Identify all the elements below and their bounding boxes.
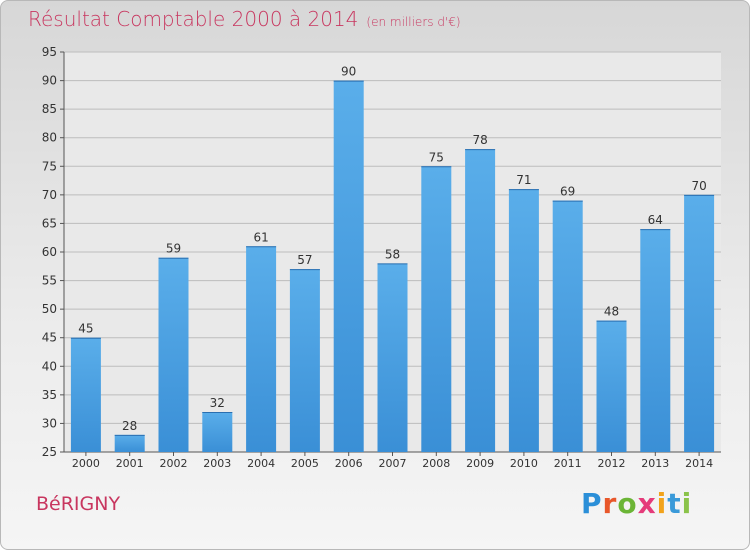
- y-tick-label: 70: [42, 188, 57, 202]
- x-tick-label: 2012: [598, 457, 626, 470]
- data-label: 61: [253, 230, 268, 244]
- bar-2009: [465, 149, 496, 452]
- bar-2007: [377, 263, 408, 452]
- bar-2001: [114, 434, 145, 452]
- y-tick-label: 95: [42, 45, 57, 59]
- bar-2010: [508, 189, 539, 452]
- logo-letter: i: [656, 487, 668, 520]
- y-tick-label: 75: [42, 159, 57, 173]
- chart-title: Résultat Comptable 2000 à 2014 (en millie…: [28, 7, 461, 31]
- logo-letter: i: [681, 487, 693, 520]
- logo-letter: t: [667, 487, 682, 520]
- y-tick-label: 30: [42, 416, 57, 430]
- x-tick-label: 2001: [116, 457, 144, 470]
- subtitle-text: (en milliers d'€): [366, 15, 461, 29]
- bar-2011: [552, 200, 583, 452]
- y-tick-label: 55: [42, 274, 57, 288]
- bar-2013: [640, 229, 671, 452]
- x-tick-label: 2000: [72, 457, 100, 470]
- data-label: 78: [472, 133, 487, 147]
- y-tick-label: 40: [42, 359, 57, 373]
- data-label: 70: [691, 179, 706, 193]
- data-label: 64: [648, 213, 663, 227]
- bar-2006: [333, 80, 364, 453]
- x-tick-label: 2008: [422, 457, 450, 470]
- logo-letter: o: [617, 487, 638, 520]
- data-label: 71: [516, 173, 531, 187]
- x-tick-label: 2006: [335, 457, 363, 470]
- title-text: Résultat Comptable 2000 à 2014: [28, 7, 359, 31]
- bar-2005: [289, 269, 320, 452]
- x-tick-label: 2003: [203, 457, 231, 470]
- data-label: 48: [604, 305, 619, 319]
- logo-letter: x: [637, 487, 657, 520]
- logo-letter: r: [602, 487, 618, 520]
- y-tick-label: 85: [42, 102, 57, 116]
- x-tick-label: 2013: [641, 457, 669, 470]
- y-tick-label: 45: [42, 331, 57, 345]
- data-label: 58: [385, 247, 400, 261]
- y-tick-label: 90: [42, 74, 57, 88]
- bar-2012: [596, 320, 627, 452]
- data-label: 59: [166, 242, 181, 256]
- bar-2014: [684, 194, 715, 452]
- data-label: 45: [78, 322, 93, 336]
- y-tick-label: 25: [42, 445, 57, 459]
- y-tick-label: 65: [42, 216, 57, 230]
- bar-2004: [246, 246, 277, 452]
- x-tick-label: 2007: [379, 457, 407, 470]
- data-label: 75: [429, 150, 444, 164]
- bar-2002: [158, 257, 189, 452]
- data-label: 90: [341, 65, 356, 79]
- x-tick-label: 2014: [685, 457, 713, 470]
- x-tick-label: 2009: [466, 457, 494, 470]
- x-tick-label: 2004: [247, 457, 275, 470]
- x-tick-label: 2002: [160, 457, 188, 470]
- bar-2003: [202, 412, 233, 452]
- data-label: 32: [210, 396, 225, 410]
- data-label: 57: [297, 253, 312, 267]
- y-tick-label: 80: [42, 131, 57, 145]
- logo-letter: P: [581, 487, 603, 520]
- data-label: 69: [560, 185, 575, 199]
- y-tick-label: 35: [42, 388, 57, 402]
- commune-name: BéRIGNY: [36, 493, 121, 515]
- x-tick-label: 2005: [291, 457, 319, 470]
- bar-2000: [70, 337, 101, 452]
- y-tick-label: 60: [42, 245, 57, 259]
- bar-2008: [421, 166, 452, 453]
- data-label: 28: [122, 419, 137, 433]
- x-tick-label: 2011: [554, 457, 582, 470]
- proxiti-logo: Proxiti: [581, 487, 692, 520]
- y-tick-label: 50: [42, 302, 57, 316]
- x-tick-label: 2010: [510, 457, 538, 470]
